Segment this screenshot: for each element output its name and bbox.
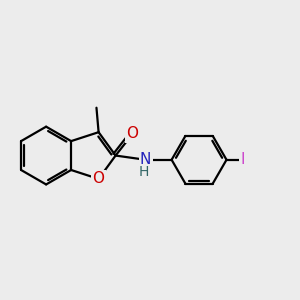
Text: I: I [240, 152, 245, 167]
Text: O: O [93, 171, 105, 186]
Text: H: H [139, 165, 149, 179]
Text: O: O [127, 126, 139, 141]
Text: N: N [140, 152, 151, 167]
